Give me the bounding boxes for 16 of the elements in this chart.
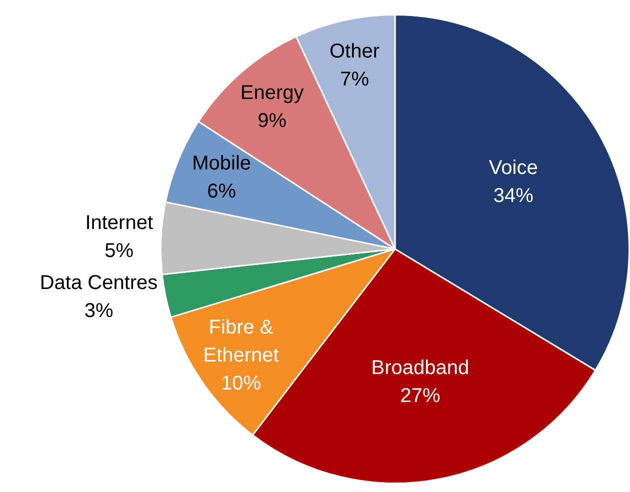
slice-label: Voice — [488, 156, 538, 179]
slice-label: Energy — [240, 82, 304, 104]
data-label: 27% — [400, 385, 440, 408]
slice-label: Mobile — [192, 152, 252, 174]
data-label: 10% — [221, 372, 262, 394]
data-label: 34% — [493, 184, 534, 207]
slice-label: Fibre & Ethernet — [203, 316, 280, 366]
data-label: 9% — [258, 110, 287, 132]
slice-label: Broadband — [371, 357, 470, 380]
data-label: 6% — [207, 180, 236, 202]
slice-label: Data Centres — [40, 272, 158, 294]
data-label: 5% — [104, 240, 134, 262]
slice-label: Other — [330, 40, 380, 63]
data-label: 3% — [84, 300, 114, 322]
slice-label: Internet — [85, 212, 154, 234]
data-label: 7% — [340, 68, 370, 91]
